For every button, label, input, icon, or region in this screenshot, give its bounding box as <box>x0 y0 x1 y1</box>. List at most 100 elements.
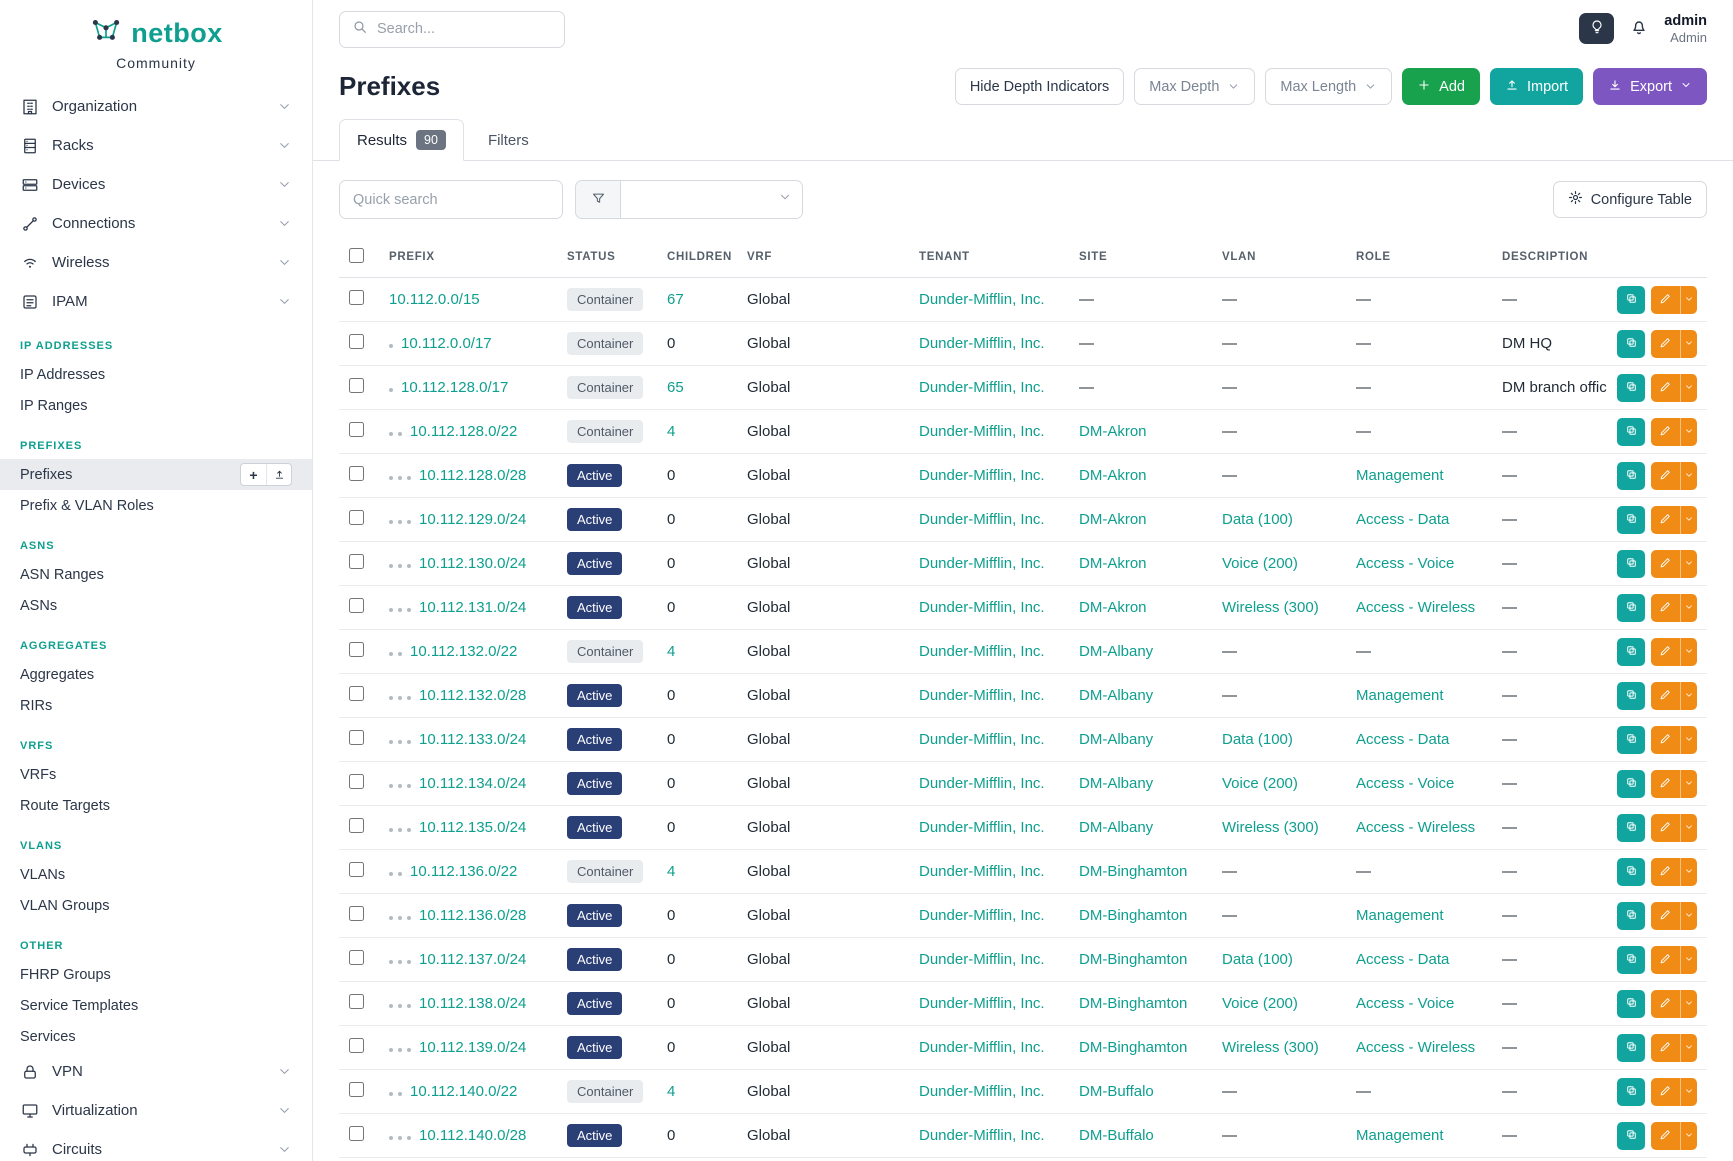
site-link[interactable]: DM-Akron <box>1079 555 1147 572</box>
hide-depth-indicators-button[interactable]: Hide Depth Indicators <box>955 68 1124 105</box>
clone-button[interactable] <box>1617 330 1645 358</box>
site-link[interactable]: DM-Akron <box>1079 467 1147 484</box>
role-link[interactable]: Management <box>1356 467 1444 484</box>
sidebar-item-ip-ranges[interactable]: IP Ranges + <box>0 390 312 421</box>
sidebar-item-ip-addresses[interactable]: IP Addresses + <box>0 359 312 390</box>
prefix-link[interactable]: 10.112.140.0/28 <box>419 1127 526 1144</box>
vlan-link[interactable]: Wireless (300) <box>1222 599 1319 616</box>
prefix-link[interactable]: 10.112.135.0/24 <box>419 819 526 836</box>
row-checkbox[interactable] <box>349 950 364 965</box>
sidebar-item-route-targets[interactable]: Route Targets + <box>0 790 312 821</box>
prefix-link[interactable]: 10.112.130.0/24 <box>419 555 526 572</box>
row-checkbox[interactable] <box>349 554 364 569</box>
edit-button[interactable] <box>1651 770 1680 798</box>
tenant-link[interactable]: Dunder-Mifflin, Inc. <box>919 819 1045 836</box>
site-link[interactable]: DM-Albany <box>1079 775 1153 792</box>
edit-dropdown-caret[interactable] <box>1680 858 1697 886</box>
edit-dropdown-caret[interactable] <box>1680 594 1697 622</box>
tenant-link[interactable]: Dunder-Mifflin, Inc. <box>919 687 1045 704</box>
edit-dropdown-caret[interactable] <box>1680 902 1697 930</box>
role-link[interactable]: Access - Wireless <box>1356 599 1475 616</box>
configure-table-button[interactable]: Configure Table <box>1553 181 1707 218</box>
row-checkbox[interactable] <box>349 642 364 657</box>
col-vrf[interactable]: VRF <box>737 237 909 278</box>
prefix-link[interactable]: 10.112.0.0/17 <box>401 335 492 352</box>
row-checkbox[interactable] <box>349 818 364 833</box>
edit-button[interactable] <box>1651 858 1680 886</box>
clone-button[interactable] <box>1617 682 1645 710</box>
row-checkbox[interactable] <box>349 1038 364 1053</box>
edit-button[interactable] <box>1651 814 1680 842</box>
sidebar-item-vrfs[interactable]: VRFs + <box>0 759 312 790</box>
row-checkbox[interactable] <box>349 730 364 745</box>
role-link[interactable]: Access - Voice <box>1356 995 1454 1012</box>
tenant-link[interactable]: Dunder-Mifflin, Inc. <box>919 1127 1045 1144</box>
row-checkbox[interactable] <box>349 290 364 305</box>
edit-button[interactable] <box>1651 506 1680 534</box>
edit-dropdown-caret[interactable] <box>1680 1122 1697 1150</box>
max-length-dropdown[interactable]: Max Length <box>1265 68 1392 105</box>
edit-dropdown-caret[interactable] <box>1680 990 1697 1018</box>
sidebar-item-ipam[interactable]: IPAM <box>0 282 312 321</box>
tenant-link[interactable]: Dunder-Mifflin, Inc. <box>919 599 1045 616</box>
row-checkbox[interactable] <box>349 598 364 613</box>
edit-button[interactable] <box>1651 286 1680 314</box>
clone-button[interactable] <box>1617 638 1645 666</box>
edit-dropdown-caret[interactable] <box>1680 418 1697 446</box>
clone-button[interactable] <box>1617 902 1645 930</box>
children-count-link[interactable]: 67 <box>667 291 684 308</box>
clone-button[interactable] <box>1617 946 1645 974</box>
edit-dropdown-caret[interactable] <box>1680 726 1697 754</box>
edit-dropdown-caret[interactable] <box>1680 462 1697 490</box>
children-count-link[interactable]: 4 <box>667 643 675 660</box>
prefix-link[interactable]: 10.112.137.0/24 <box>419 951 526 968</box>
edit-dropdown-caret[interactable] <box>1680 286 1697 314</box>
site-link[interactable]: DM-Binghamton <box>1079 951 1187 968</box>
tenant-link[interactable]: Dunder-Mifflin, Inc. <box>919 1083 1045 1100</box>
sidebar-item-organization[interactable]: Organization <box>0 87 312 126</box>
edit-dropdown-caret[interactable] <box>1680 550 1697 578</box>
role-link[interactable]: Access - Data <box>1356 951 1449 968</box>
col-tenant[interactable]: TENANT <box>909 237 1069 278</box>
sidebar-item-vpn[interactable]: VPN <box>0 1052 312 1091</box>
edit-dropdown-caret[interactable] <box>1680 682 1697 710</box>
col-children[interactable]: CHILDREN <box>657 237 737 278</box>
prefix-link[interactable]: 10.112.128.0/28 <box>419 467 526 484</box>
clone-button[interactable] <box>1617 1078 1645 1106</box>
quick-add-button[interactable]: + <box>241 464 266 485</box>
tenant-link[interactable]: Dunder-Mifflin, Inc. <box>919 775 1045 792</box>
row-checkbox[interactable] <box>349 334 364 349</box>
clone-button[interactable] <box>1617 506 1645 534</box>
sidebar-item-prefix-and-vlan-roles[interactable]: Prefix & VLAN Roles + <box>0 490 312 521</box>
role-link[interactable]: Access - Wireless <box>1356 819 1475 836</box>
edit-dropdown-caret[interactable] <box>1680 330 1697 358</box>
edit-button[interactable] <box>1651 462 1680 490</box>
sidebar-item-devices[interactable]: Devices <box>0 165 312 204</box>
row-checkbox[interactable] <box>349 422 364 437</box>
tenant-link[interactable]: Dunder-Mifflin, Inc. <box>919 379 1045 396</box>
role-link[interactable]: Access - Voice <box>1356 775 1454 792</box>
role-link[interactable]: Management <box>1356 1127 1444 1144</box>
col-prefix[interactable]: PREFIX <box>379 237 557 278</box>
children-count-link[interactable]: 4 <box>667 423 675 440</box>
clone-button[interactable] <box>1617 594 1645 622</box>
tenant-link[interactable]: Dunder-Mifflin, Inc. <box>919 951 1045 968</box>
edit-button[interactable] <box>1651 902 1680 930</box>
tenant-link[interactable]: Dunder-Mifflin, Inc. <box>919 555 1045 572</box>
row-checkbox[interactable] <box>349 510 364 525</box>
site-link[interactable]: DM-Akron <box>1079 599 1147 616</box>
col-vlan[interactable]: VLAN <box>1212 237 1346 278</box>
vlan-link[interactable]: Data (100) <box>1222 731 1293 748</box>
tenant-link[interactable]: Dunder-Mifflin, Inc. <box>919 291 1045 308</box>
add-button[interactable]: Add <box>1402 68 1480 105</box>
tenant-link[interactable]: Dunder-Mifflin, Inc. <box>919 335 1045 352</box>
site-link[interactable]: DM-Albany <box>1079 643 1153 660</box>
tenant-link[interactable]: Dunder-Mifflin, Inc. <box>919 863 1045 880</box>
sidebar-item-aggregates[interactable]: Aggregates + <box>0 659 312 690</box>
prefix-link[interactable]: 10.112.138.0/24 <box>419 995 526 1012</box>
site-link[interactable]: DM-Albany <box>1079 731 1153 748</box>
role-link[interactable]: Access - Data <box>1356 731 1449 748</box>
prefix-link[interactable]: 10.112.136.0/28 <box>419 907 526 924</box>
sidebar-item-vlans[interactable]: VLANs + <box>0 859 312 890</box>
edit-button[interactable] <box>1651 946 1680 974</box>
